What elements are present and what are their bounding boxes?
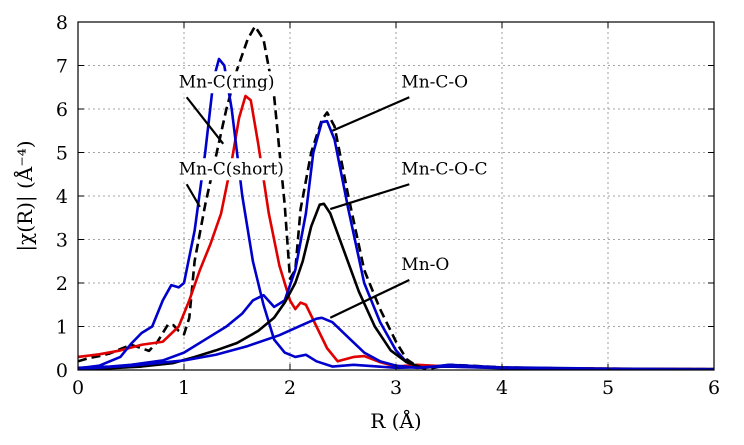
y-tick-label: 8	[56, 12, 68, 34]
annotation-label-5: Mn-O	[401, 255, 449, 275]
annotation-label-4: Mn-C-O-C	[401, 159, 487, 179]
y-tick-label: 7	[56, 56, 68, 78]
annotation-label-3: Mn-C-O	[401, 72, 468, 92]
y-tick-label: 5	[56, 143, 68, 165]
annotation-leader-3	[331, 96, 410, 132]
series-line-3	[78, 57, 714, 370]
x-tick-label: 0	[72, 377, 84, 399]
y-tick-label: 3	[56, 230, 68, 252]
grid	[78, 22, 714, 370]
annotation-leader-4	[329, 183, 410, 211]
annotation-leader-1	[185, 96, 225, 145]
tick-layer: 0 1 2 3 4 5 6 0 1 2 3 4 5 6 7 8	[56, 12, 720, 399]
x-axis-label: R (Å)	[370, 408, 421, 433]
annotation-leader-5	[329, 278, 410, 319]
y-tick-label: 1	[56, 317, 68, 339]
series-line-6	[78, 316, 714, 370]
annotation-bg-1	[176, 71, 277, 94]
x-tick-label: 3	[390, 377, 402, 399]
annotation-bg-4	[399, 158, 490, 181]
x-tick-label: 1	[178, 377, 190, 399]
annotation-bg-2	[176, 158, 286, 181]
x-tick-label: 6	[708, 377, 720, 399]
series-layer	[78, 25, 714, 370]
annotation-layer: Mn-C(ring) Mn-C(short) Mn-C-O Mn-C-O-C Mn-O	[176, 71, 490, 319]
x-tick-label: 2	[284, 377, 296, 399]
annotation-bg-3	[399, 71, 471, 94]
y-tick-label: 0	[56, 360, 68, 382]
annotation-leader-2	[185, 183, 201, 208]
x-tick-label: 4	[496, 377, 508, 399]
annotation-label-1: Mn-C(ring)	[179, 72, 275, 92]
y-tick-label: 6	[56, 99, 68, 121]
y-tick-label: 4	[56, 186, 68, 208]
annotation-bg-5	[399, 253, 452, 276]
x-tick-label: 5	[602, 377, 614, 399]
y-tick-label: 2	[56, 273, 68, 295]
annotation-label-2: Mn-C(short)	[179, 159, 284, 179]
y-axis-label: |χ(R)| (Å⁻⁴)	[12, 140, 38, 251]
